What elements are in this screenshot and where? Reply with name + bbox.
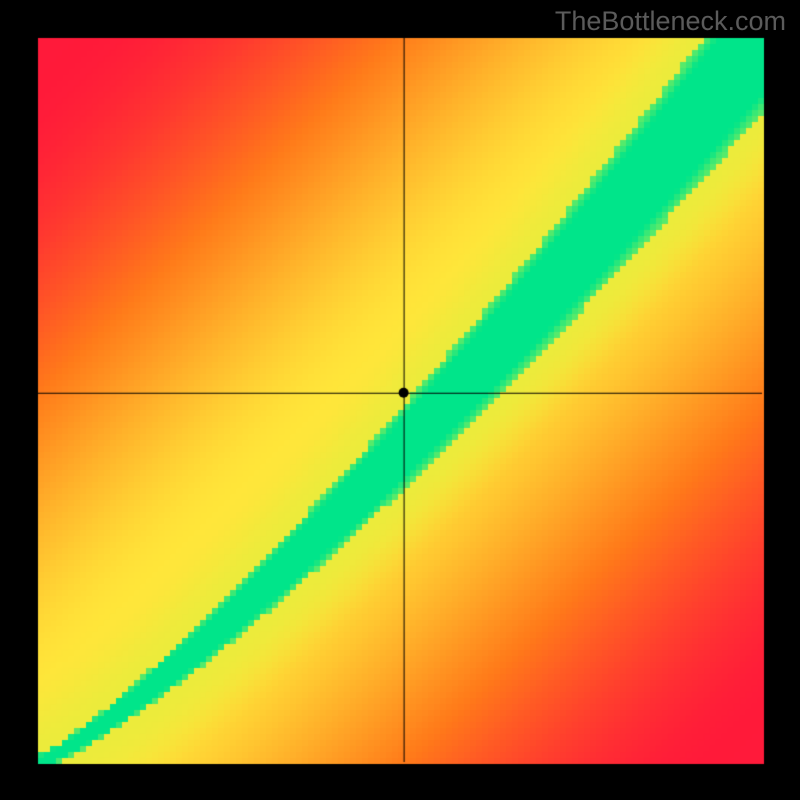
watermark-text: TheBottleneck.com <box>555 6 786 37</box>
chart-container: { "watermark": { "text": "TheBottleneck.… <box>0 0 800 800</box>
heatmap-canvas <box>0 0 800 800</box>
